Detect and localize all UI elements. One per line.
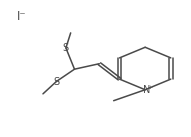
Text: S: S bbox=[63, 43, 69, 53]
Text: S: S bbox=[53, 77, 59, 86]
Text: +: + bbox=[147, 85, 153, 90]
Text: N: N bbox=[143, 85, 151, 95]
Text: I⁻: I⁻ bbox=[17, 10, 27, 23]
